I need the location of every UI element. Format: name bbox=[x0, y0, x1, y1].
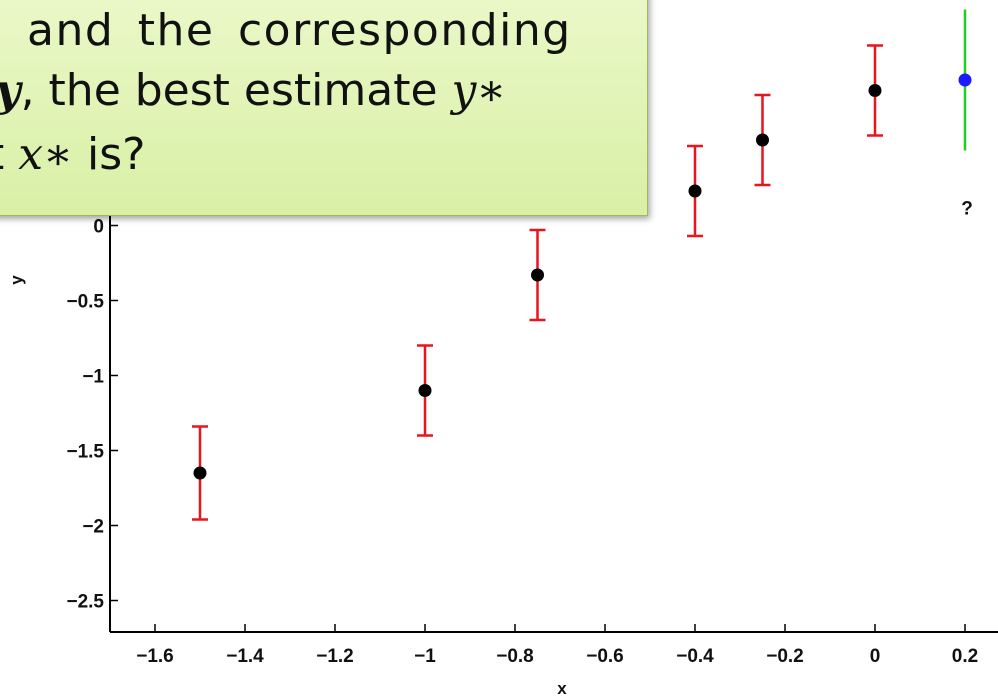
callout-line: and the corresponding bbox=[27, 5, 572, 56]
callout-math: y bbox=[0, 65, 21, 116]
y-tick-label: 0 bbox=[93, 217, 104, 238]
x-tick-label: −1.2 bbox=[316, 646, 354, 667]
x-tick-label: −1.4 bbox=[226, 646, 264, 667]
x-tick-label: −1.6 bbox=[136, 646, 174, 667]
x-tick-label: −0.8 bbox=[496, 646, 534, 667]
data-point bbox=[193, 466, 207, 480]
x-tick-label: −0.2 bbox=[766, 646, 804, 667]
data-point bbox=[688, 184, 702, 198]
callout-text: t bbox=[0, 129, 18, 180]
y-axis-label: y bbox=[7, 275, 26, 285]
y-tick-label: −2 bbox=[82, 517, 104, 538]
callout-math: x∗ bbox=[18, 129, 73, 180]
callout-math: y∗ bbox=[451, 65, 507, 116]
callout-line: t x∗ is? bbox=[0, 129, 145, 180]
callout-box: and the corresponding y, the best estima… bbox=[0, 0, 648, 216]
data-point bbox=[531, 268, 544, 282]
y-tick-label: −2.5 bbox=[66, 592, 104, 613]
data-point bbox=[958, 73, 972, 87]
callout-text: and the corresponding bbox=[27, 5, 572, 56]
annotation: ? bbox=[961, 199, 973, 220]
data-point bbox=[756, 133, 769, 147]
data-point bbox=[868, 84, 882, 97]
callout-text: is? bbox=[72, 129, 146, 180]
x-tick-label: −0.4 bbox=[676, 646, 714, 667]
y-tick-label: −1 bbox=[82, 367, 104, 388]
callout-text: , the best estimate bbox=[20, 65, 452, 116]
x-axis-label: x bbox=[557, 679, 567, 698]
x-tick-label: −0.6 bbox=[586, 646, 624, 667]
y-tick-label: −0.5 bbox=[66, 292, 104, 313]
x-tick-label: −1 bbox=[414, 646, 436, 667]
callout-line: y, the best estimate y∗ bbox=[0, 65, 506, 116]
x-tick-label: 0 bbox=[870, 646, 881, 667]
x-tick-label: 0.2 bbox=[952, 646, 978, 667]
y-tick-label: −1.5 bbox=[66, 442, 104, 463]
data-point bbox=[418, 384, 432, 397]
